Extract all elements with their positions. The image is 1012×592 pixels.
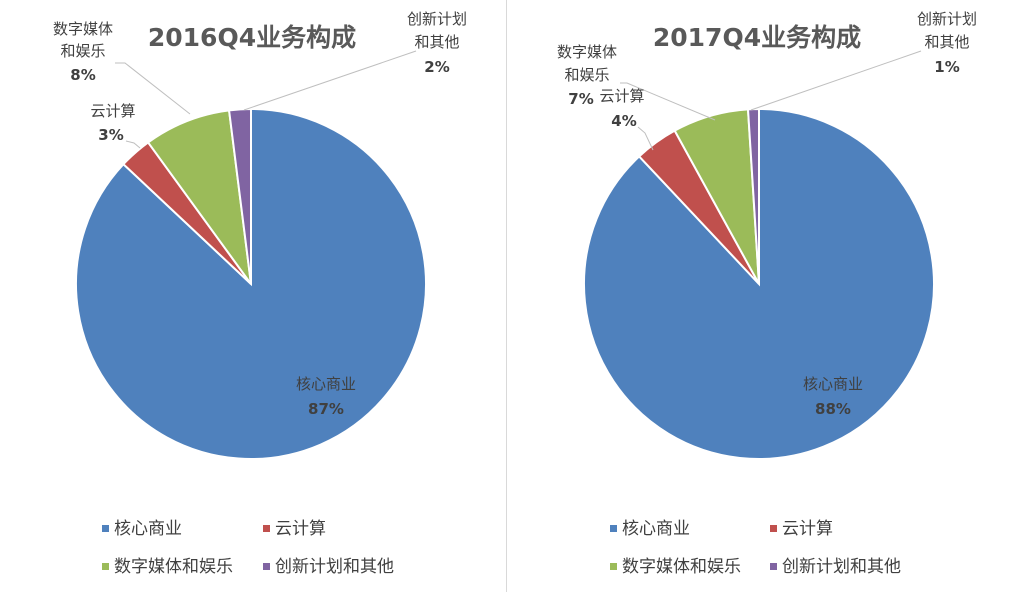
- data-labels: 核心商业 88% 云计算 4% 数字媒体 和娱乐 7% 创新计划 和其他 1%: [557, 10, 977, 418]
- legend-item-cloud: 云计算: [263, 519, 326, 539]
- legend-swatch-cloud: [263, 525, 270, 532]
- legend: 核心商业 云计算 数字媒体和娱乐 创新计划和其他: [102, 519, 394, 577]
- data-label-media-value: 8%: [70, 66, 95, 84]
- data-label-innovation-value: 2%: [424, 58, 449, 76]
- legend-label-cloud: 云计算: [275, 519, 326, 539]
- leader-line-innovation: [750, 50, 922, 111]
- legend-swatch-core: [610, 525, 617, 532]
- legend-item-media: 数字媒体和娱乐: [610, 557, 741, 577]
- legend-swatch-media: [610, 563, 617, 570]
- pie-slice-innovation: [227, 107, 252, 285]
- data-label-cloud-name: 云计算: [90, 102, 135, 120]
- legend-item-core: 核心商业: [610, 519, 690, 539]
- chart-2017q4: 2017Q4业务构成 核心商业 88% 云计算 4% 数字媒体 和娱乐 7% 创…: [557, 10, 977, 577]
- legend-swatch-media: [102, 563, 109, 570]
- legend-item-innovation: 创新计划和其他: [770, 557, 901, 577]
- legend-item-media: 数字媒体和娱乐: [102, 557, 233, 577]
- data-label-innovation-value: 1%: [934, 58, 959, 76]
- data-label-innovation-name-line1: 创新计划: [917, 10, 977, 28]
- leader-lines: [620, 50, 922, 151]
- legend-label-core: 核心商业: [622, 519, 690, 539]
- data-label-cloud-name: 云计算: [599, 87, 644, 105]
- data-label-core-value: 87%: [308, 400, 344, 418]
- legend: 核心商业 云计算 数字媒体和娱乐 创新计划和其他: [610, 519, 901, 577]
- panel-divider: [506, 0, 507, 592]
- data-label-cloud-value: 4%: [611, 112, 636, 130]
- legend-swatch-core: [102, 525, 109, 532]
- data-labels: 核心商业 87% 云计算 3% 数字媒体 和娱乐 8% 创新计划 和其他 2%: [53, 10, 467, 418]
- chart-2016q4: 2016Q4业务构成 核心商业 87% 云计算 3% 数字媒体 和娱乐 8% 创…: [53, 10, 467, 577]
- leader-line-cloud: [637, 126, 654, 151]
- legend-label-media: 数字媒体和娱乐: [622, 557, 741, 577]
- legend-swatch-innovation: [770, 563, 777, 570]
- legend-label-core: 核心商业: [114, 519, 182, 539]
- pie-slices: [74, 107, 427, 460]
- leader-line-media: [115, 62, 191, 115]
- legend-item-cloud: 云计算: [770, 519, 833, 539]
- legend-label-media: 数字媒体和娱乐: [114, 557, 233, 577]
- data-label-media-value: 7%: [568, 90, 593, 108]
- legend-label-cloud: 云计算: [782, 519, 833, 539]
- legend-item-innovation: 创新计划和其他: [263, 557, 394, 577]
- pie-slices: [582, 107, 935, 460]
- data-label-media-name-line2: 和娱乐: [60, 42, 105, 60]
- data-label-core-name: 核心商业: [803, 375, 863, 393]
- data-label-innovation-name-line2: 和其他: [924, 33, 969, 51]
- data-label-media-name-line1: 数字媒体: [557, 43, 617, 61]
- data-label-innovation-name-line2: 和其他: [414, 33, 459, 51]
- data-label-core-name: 核心商业: [296, 375, 356, 393]
- leader-line-innovation: [243, 50, 417, 111]
- chart-title: 2016Q4业务构成: [148, 23, 356, 52]
- legend-item-core: 核心商业: [102, 519, 182, 539]
- legend-label-innovation: 创新计划和其他: [782, 557, 901, 577]
- leader-line-media: [620, 82, 716, 121]
- chart-title: 2017Q4业务构成: [653, 23, 861, 52]
- data-label-core-value: 88%: [815, 400, 851, 418]
- leader-line-cloud: [125, 140, 141, 149]
- data-label-media-name-line2: 和娱乐: [564, 66, 609, 84]
- data-label-innovation-name-line1: 创新计划: [407, 10, 467, 28]
- data-label-media-name-line1: 数字媒体: [53, 20, 113, 38]
- legend-label-innovation: 创新计划和其他: [275, 557, 394, 577]
- legend-swatch-cloud: [770, 525, 777, 532]
- legend-swatch-innovation: [263, 563, 270, 570]
- data-label-cloud-value: 3%: [98, 126, 123, 144]
- leader-lines: [115, 50, 417, 149]
